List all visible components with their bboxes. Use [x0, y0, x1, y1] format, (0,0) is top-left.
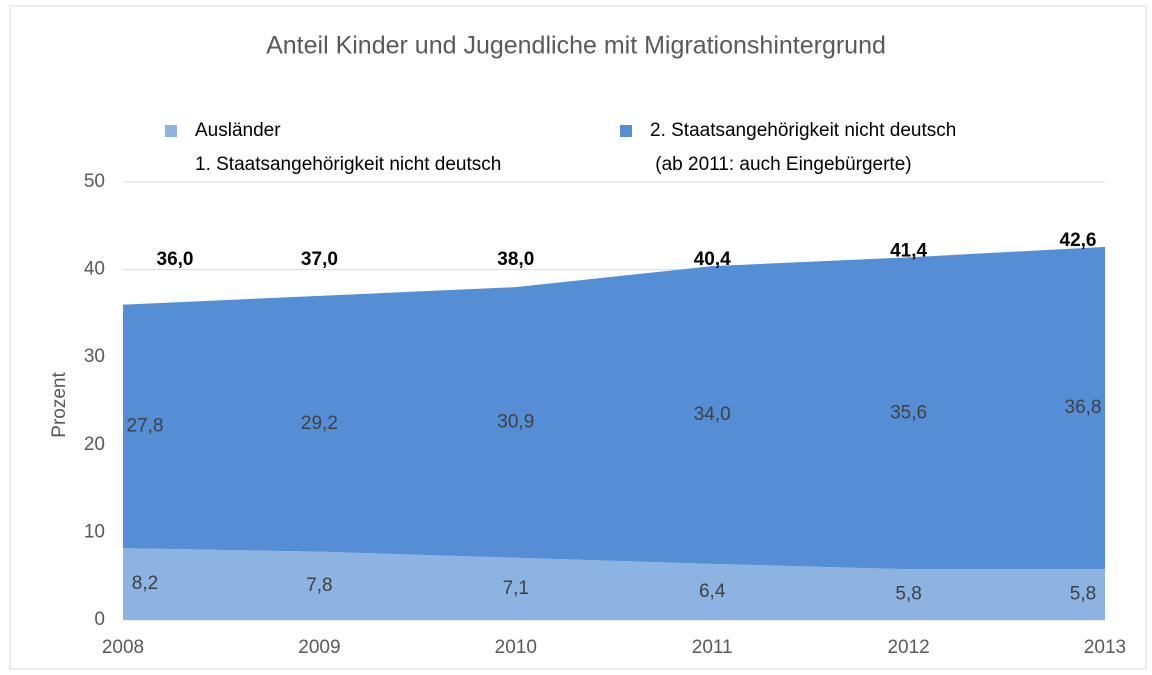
data-label: 36,8: [1065, 397, 1102, 418]
legend-swatch: [165, 125, 177, 137]
x-tick-label: 2008: [102, 637, 144, 658]
area: [123, 246, 1105, 570]
y-axis-label: Prozent: [49, 372, 70, 438]
total-label: 36,0: [157, 249, 194, 270]
total-label: 41,4: [890, 240, 927, 261]
data-label: 8,2: [132, 573, 158, 594]
total-label: 37,0: [301, 249, 338, 270]
chart-title: Anteil Kinder und Jugendliche mit Migrat…: [266, 32, 886, 60]
y-tick-label: 50: [84, 171, 105, 192]
data-label: 34,0: [694, 404, 731, 425]
legend-label: 1. Staatsangehörigkeit nicht deutsch: [195, 154, 501, 175]
legend-label: 2. Staatsangehörigkeit nicht deutsch: [650, 120, 956, 141]
y-tick-label: 10: [84, 521, 105, 542]
y-tick-label: 40: [84, 259, 105, 280]
data-label: 7,1: [503, 578, 529, 599]
total-label: 38,0: [497, 249, 534, 270]
x-tick-label: 2011: [692, 637, 733, 658]
legend-label: (ab 2011: auch Eingebürgerte): [650, 154, 912, 175]
total-label: 40,4: [694, 249, 731, 270]
x-tick-label: 2012: [887, 637, 929, 658]
x-tick-label: 2009: [298, 637, 340, 658]
total-label: 42,6: [1060, 230, 1097, 251]
y-tick-label: 30: [84, 346, 105, 367]
x-tick-label: 2010: [495, 637, 537, 658]
data-label: 5,8: [895, 584, 921, 605]
legend-label: Ausländer: [195, 120, 281, 141]
legend-swatch: [620, 125, 632, 137]
data-label: 30,9: [497, 411, 534, 432]
data-label: 29,2: [301, 413, 338, 434]
data-label: 6,4: [699, 581, 726, 602]
area: [123, 548, 1105, 620]
data-label: 7,8: [306, 575, 332, 596]
data-label: 35,6: [890, 402, 927, 423]
data-label: 27,8: [127, 415, 164, 436]
x-tick-label: 2013: [1084, 637, 1126, 658]
y-tick-label: 0: [94, 609, 105, 630]
data-label: 5,8: [1070, 584, 1096, 605]
y-tick-label: 20: [84, 434, 105, 455]
